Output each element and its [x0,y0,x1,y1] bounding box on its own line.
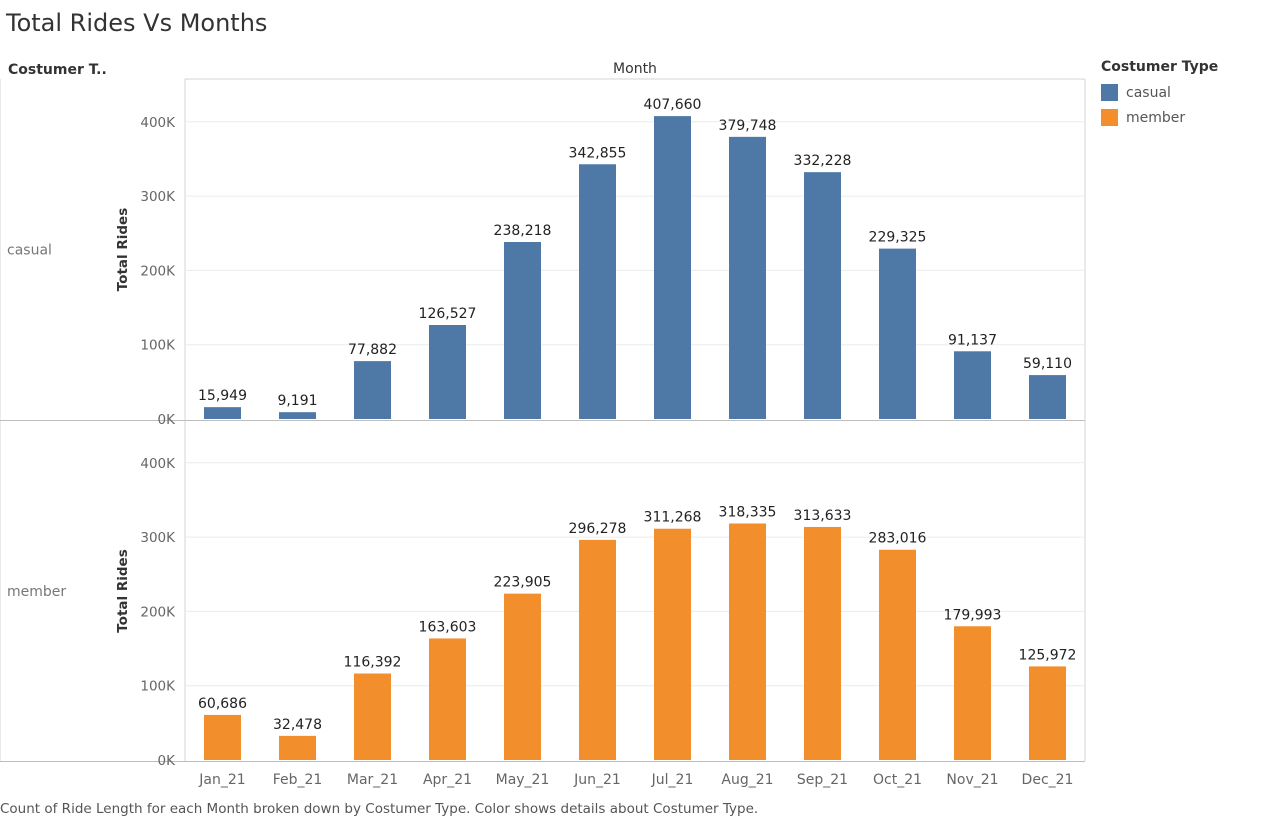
x-tick-label: Oct_21 [873,772,922,788]
bar-member-Dec_21 [1029,666,1066,760]
legend: Costumer Type casual member [1101,59,1218,130]
bar-casual-Nov_21 [954,351,991,419]
y-axis-title-casual: Total Rides [115,208,131,291]
bar-member-Apr_21 [429,638,466,760]
bar-casual-Sep_21 [804,172,841,419]
y-tick-label-casual: 100K [140,338,176,354]
bar-value-label-member: 283,016 [869,531,927,547]
x-tick-label: Dec_21 [1022,772,1074,788]
bar-casual-Dec_21 [1029,375,1066,419]
bar-value-label-member: 223,905 [494,575,552,591]
x-tick-label: Feb_21 [273,772,323,788]
bar-value-label-member: 163,603 [419,619,477,635]
chart-area: Costumer T.. Month 0K 100K 200K 300K 400K Total… [0,61,1086,788]
bar-member-Jun_21 [579,539,616,760]
bar-member-Jan_21 [204,714,241,760]
y-axis-title-member: Total Rides [115,549,131,632]
bar-value-label-casual: 77,882 [348,342,397,358]
bar-value-label-member: 296,278 [569,521,627,537]
y-tick-label-casual: 300K [140,189,176,205]
bar-casual-Feb_21 [279,412,316,419]
bar-value-label-casual: 15,949 [198,388,247,404]
bar-casual-Jul_21 [654,116,691,420]
row-label-member: member [7,584,66,600]
row-label-casual: casual [7,243,52,259]
y-tick-label-casual: 0K [158,412,177,428]
bar-member-Oct_21 [879,549,916,760]
x-tick-label: May_21 [496,772,550,788]
y-tick-label-member: 400K [140,456,176,472]
legend-swatch-casual [1101,84,1118,101]
legend-label-member: member [1126,109,1186,126]
x-tick-label: Mar_21 [347,772,398,788]
x-tick-label: Aug_21 [721,772,773,788]
bar-value-label-member: 125,972 [1019,647,1077,663]
x-tick-label: Jan_21 [198,772,245,788]
y-tick-label-member: 0K [158,753,177,769]
bar-value-label-member: 116,392 [344,655,402,671]
y-tick-label-member: 100K [140,679,176,695]
y-tick-label-member: 300K [140,530,176,546]
bar-member-Jul_21 [654,528,691,760]
bar-casual-Apr_21 [429,324,466,419]
legend-item-casual[interactable]: casual [1101,80,1218,105]
y-tick-label-member: 200K [140,604,176,620]
bar-value-label-member: 179,993 [944,607,1002,623]
bar-value-label-casual: 342,855 [569,145,627,161]
bar-member-Nov_21 [954,626,991,760]
bar-casual-Jun_21 [579,164,616,419]
bar-casual-Aug_21 [729,136,766,419]
x-tick-label: Sep_21 [797,772,848,788]
bar-casual-May_21 [504,242,541,419]
bar-value-label-casual: 407,660 [644,97,702,113]
bar-value-label-casual: 238,218 [494,223,552,239]
bar-casual-Mar_21 [354,361,391,419]
bar-member-Aug_21 [729,523,766,760]
bar-member-Mar_21 [354,673,391,760]
bar-casual-Jan_21 [204,407,241,419]
bar-value-label-casual: 9,191 [277,393,317,409]
bar-value-label-member: 311,268 [644,510,702,526]
legend-swatch-member [1101,109,1118,126]
bar-value-label-member: 318,335 [719,504,777,520]
column-header: Month [613,61,657,77]
chart-title: Total Rides Vs Months [6,9,268,37]
bar-member-Feb_21 [279,735,316,760]
x-tick-label: Nov_21 [946,772,998,788]
bar-value-label-casual: 126,527 [419,306,477,322]
bar-value-label-casual: 229,325 [869,230,927,246]
y-tick-label-casual: 400K [140,115,176,131]
x-tick-label: Jun_21 [573,772,621,788]
y-tick-label-casual: 200K [140,263,176,279]
legend-item-member[interactable]: member [1101,105,1218,130]
bar-value-label-member: 60,686 [198,696,247,712]
bar-casual-Oct_21 [879,248,916,419]
row-header: Costumer T.. [8,62,107,78]
bar-value-label-casual: 379,748 [719,118,777,134]
bar-value-label-member: 313,633 [794,508,852,524]
legend-label-casual: casual [1126,84,1171,101]
x-tick-label: Apr_21 [423,772,472,788]
bar-member-May_21 [504,593,541,760]
bar-value-label-casual: 59,110 [1023,356,1072,372]
bar-value-label-casual: 91,137 [948,332,997,348]
legend-title: Costumer Type [1101,59,1219,75]
bar-member-Sep_21 [804,526,841,760]
caption: Count of Ride Length for each Month brok… [0,801,759,817]
bar-value-label-casual: 332,228 [794,153,852,169]
bar-value-label-member: 32,478 [273,717,322,733]
x-tick-label: Jul_21 [651,772,694,788]
